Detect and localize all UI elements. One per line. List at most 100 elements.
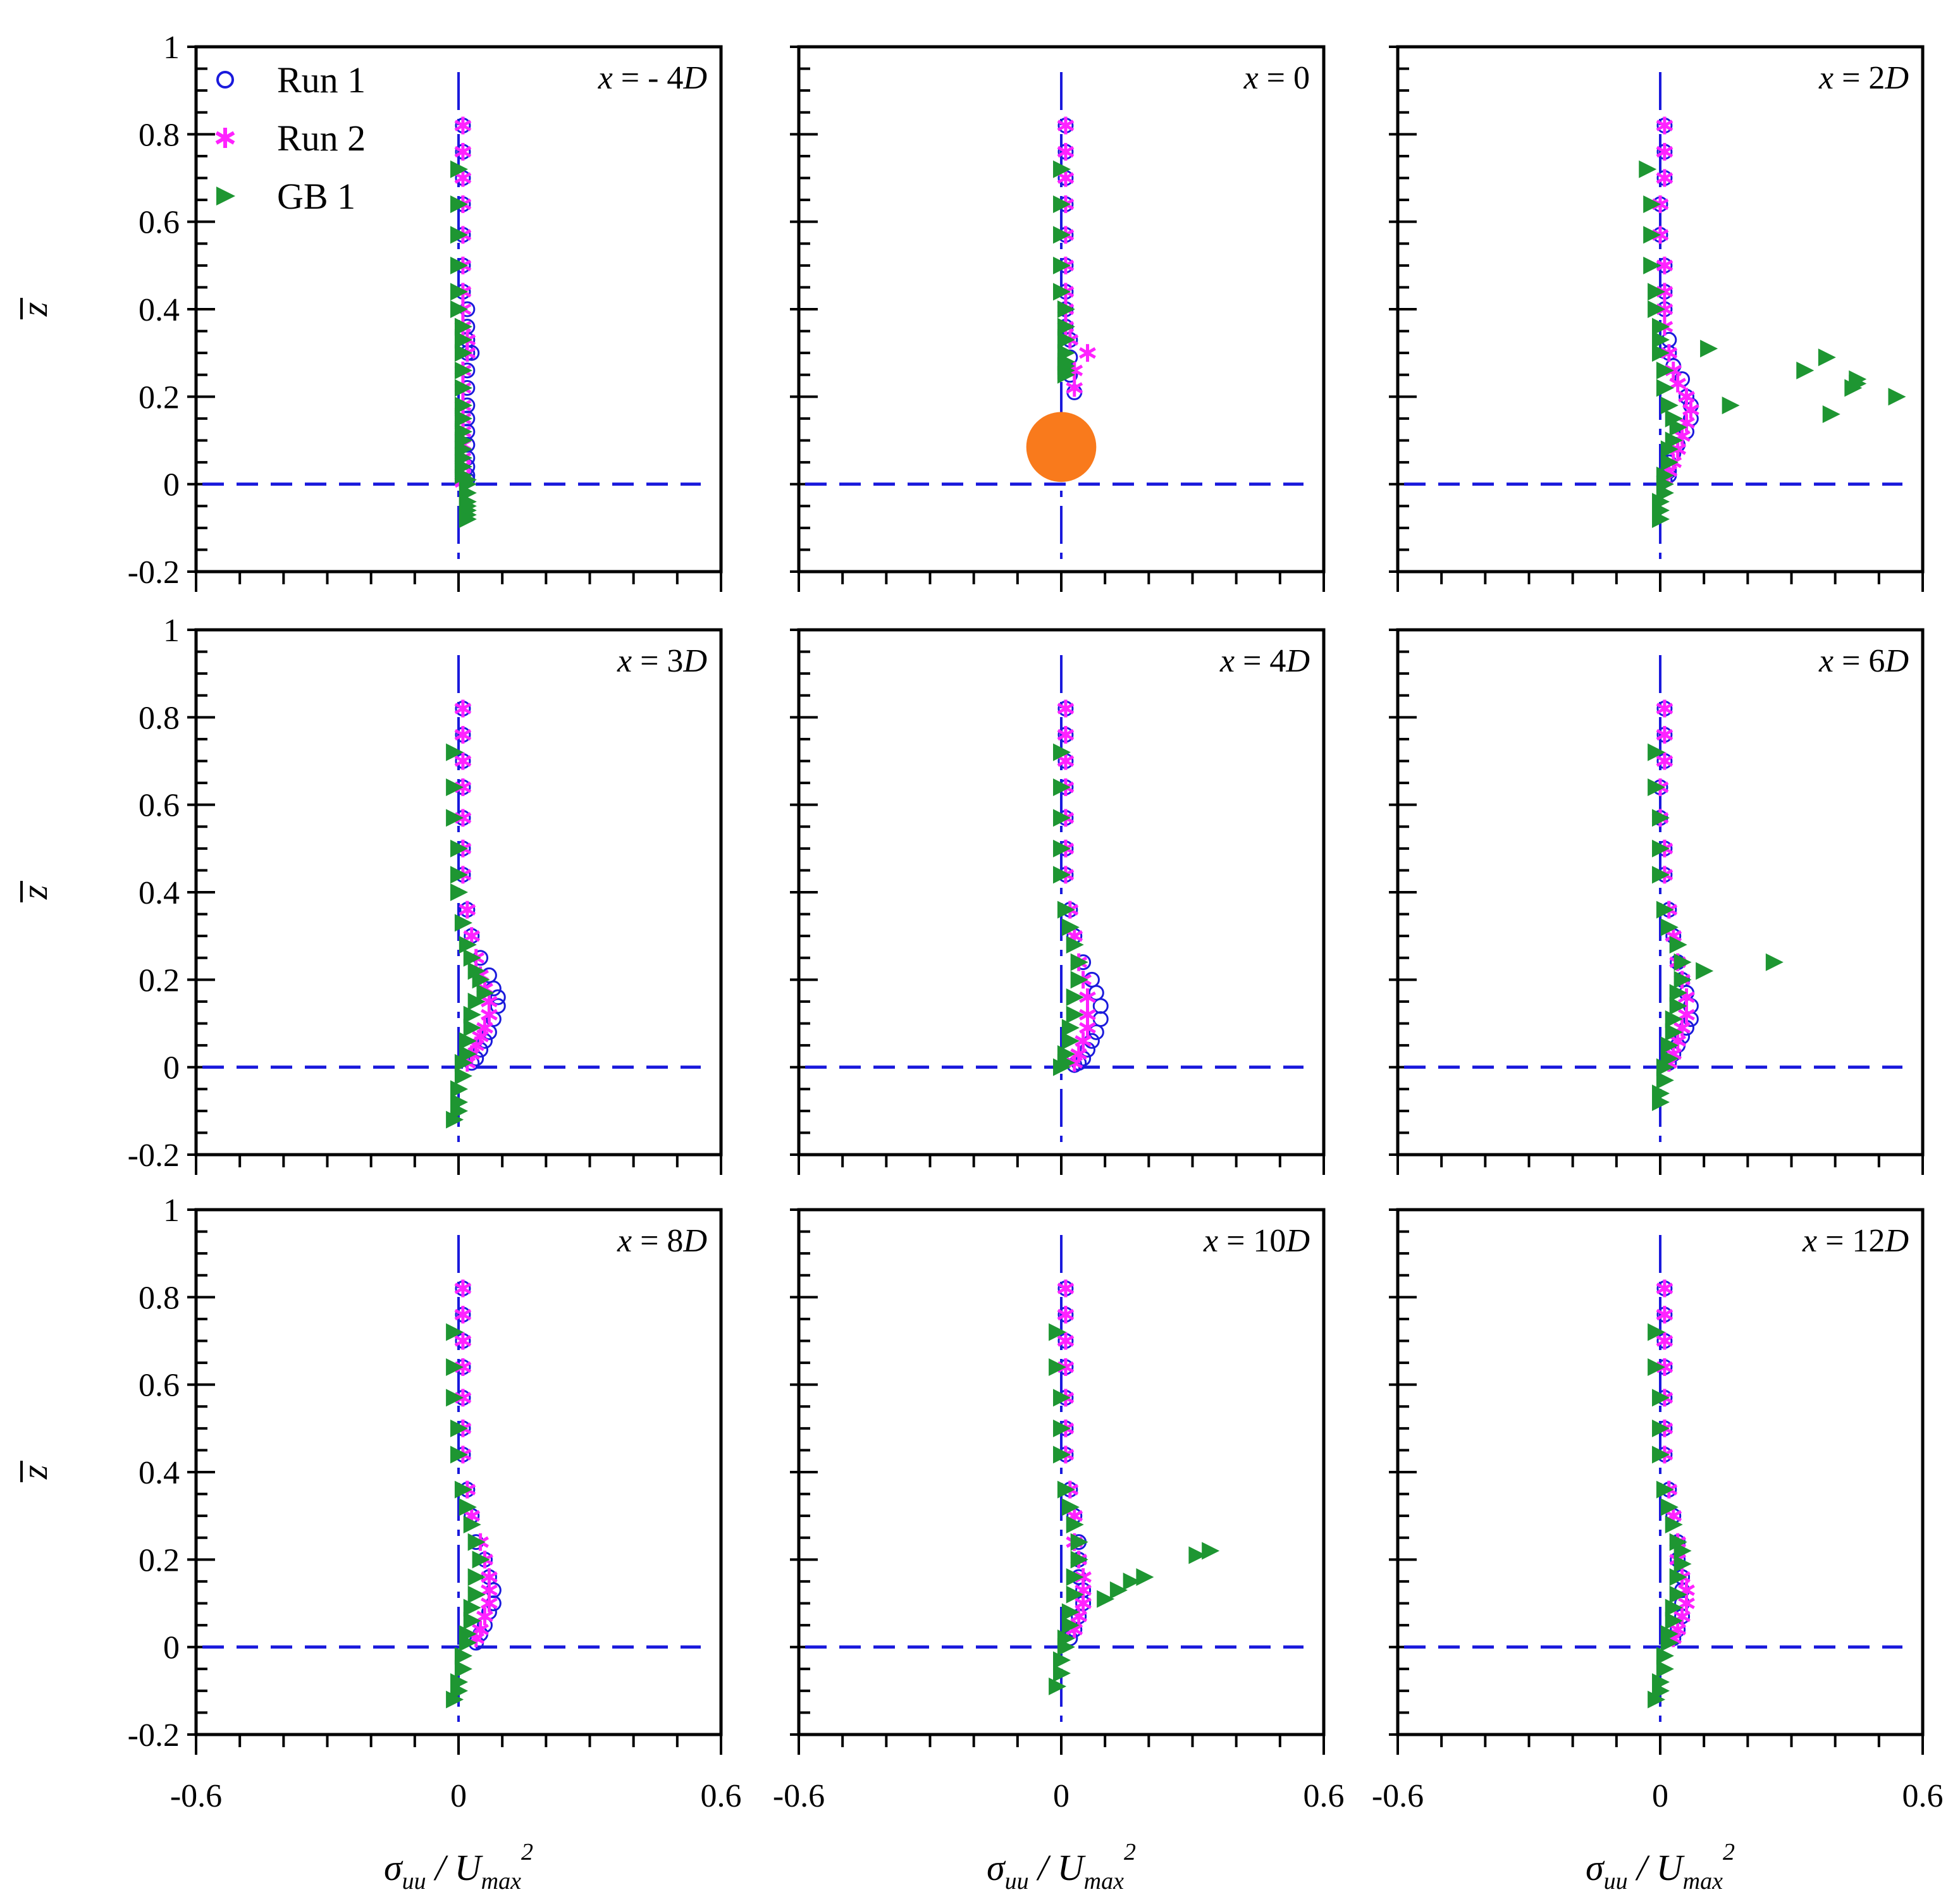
gb1-point bbox=[1053, 743, 1071, 761]
gb1-point bbox=[463, 1005, 481, 1024]
gb1-point bbox=[1097, 1590, 1115, 1608]
run2-stroke bbox=[1075, 1597, 1092, 1609]
run2-stroke bbox=[1678, 1009, 1695, 1021]
gb1-point bbox=[450, 866, 468, 884]
gb1-point bbox=[459, 510, 477, 528]
gb1-point bbox=[454, 331, 472, 349]
legend-marker-triangle bbox=[216, 187, 235, 206]
gb1-point bbox=[454, 317, 472, 336]
gb1-point bbox=[1660, 1633, 1679, 1652]
gb1-point bbox=[454, 1647, 472, 1665]
gb1-point bbox=[450, 1080, 468, 1098]
panel-label-D: D bbox=[682, 643, 707, 679]
panel-label-var: x bbox=[1243, 60, 1259, 96]
gb1-point bbox=[1660, 453, 1679, 472]
run2-stroke bbox=[1057, 145, 1075, 158]
y-tick-label: 0.4 bbox=[139, 875, 180, 911]
run2-point bbox=[1057, 699, 1075, 718]
gb1-point bbox=[1656, 1647, 1674, 1665]
run2-point bbox=[1079, 988, 1096, 1006]
axis-ticks bbox=[790, 1208, 1325, 1755]
gb1-point bbox=[1652, 331, 1670, 349]
x-tick-label: -0.6 bbox=[1372, 1778, 1424, 1814]
gb1-point bbox=[1652, 1389, 1670, 1407]
run2-stroke bbox=[1656, 1282, 1673, 1294]
run2-stroke bbox=[1057, 120, 1075, 132]
run1-point bbox=[490, 989, 506, 1005]
run2-stroke bbox=[454, 172, 472, 184]
run2-point bbox=[1057, 1332, 1075, 1350]
gb1-point bbox=[450, 883, 468, 901]
gb1-point bbox=[450, 160, 468, 178]
y-tick-label: -0.2 bbox=[128, 555, 180, 591]
panel-label-D: D bbox=[1884, 1223, 1909, 1259]
run2-stroke bbox=[1057, 703, 1075, 715]
panel-label-var: x bbox=[617, 1223, 632, 1259]
gb1-point bbox=[1057, 1638, 1075, 1656]
panel-label-eq: = - 4 bbox=[613, 60, 684, 96]
axis-ticks bbox=[187, 1208, 722, 1755]
data-markers bbox=[1049, 1279, 1220, 1695]
gb1-point bbox=[1652, 1093, 1670, 1111]
panel-label-var: x bbox=[1802, 1223, 1817, 1259]
run2-stroke bbox=[481, 995, 498, 1008]
run2-stroke bbox=[1656, 755, 1673, 767]
gb1-point bbox=[1053, 256, 1071, 274]
panel-label-var: x bbox=[1219, 643, 1235, 679]
run2-stroke bbox=[1075, 1035, 1092, 1047]
gb1-point bbox=[1669, 997, 1687, 1015]
run2-stroke bbox=[1079, 1022, 1096, 1034]
run2-point bbox=[1057, 726, 1075, 744]
x-axis-label-part: / U bbox=[426, 1847, 484, 1888]
gb1-point bbox=[467, 992, 486, 1010]
x-axis-label-part: max bbox=[1084, 1868, 1124, 1895]
run2-stroke bbox=[1057, 172, 1075, 184]
panel-label: x = 4D bbox=[1219, 643, 1310, 679]
y-tick-label: -0.2 bbox=[128, 1138, 180, 1174]
y-tick-label: 0.6 bbox=[139, 788, 180, 824]
gb1-point bbox=[467, 1533, 486, 1551]
gb1-point bbox=[1656, 1660, 1674, 1678]
x-axis-title: σuu / Umax2 bbox=[384, 1839, 533, 1895]
gb1-point bbox=[463, 1516, 481, 1533]
panel-label: x = 0 bbox=[1243, 60, 1310, 96]
gb1-point bbox=[1053, 1058, 1071, 1076]
run2-point bbox=[1057, 752, 1075, 770]
x-tick-label: 0.6 bbox=[1304, 1778, 1345, 1814]
y-tick-label: 0.6 bbox=[139, 205, 180, 241]
run2-stroke bbox=[476, 1022, 493, 1034]
x-axis-label-part: σ bbox=[1586, 1847, 1605, 1888]
gb1-point bbox=[1061, 1616, 1080, 1635]
x-axis-label-part: max bbox=[1683, 1868, 1723, 1895]
gb1-point bbox=[1669, 984, 1687, 1002]
gb1-point bbox=[1652, 839, 1670, 857]
gb1-point bbox=[454, 1067, 472, 1085]
gb1-point bbox=[1660, 396, 1679, 415]
panel-label-eq: = 2 bbox=[1834, 60, 1885, 96]
y-axis-title: z bbox=[14, 298, 55, 319]
gb1-point bbox=[1669, 1568, 1687, 1586]
run2-point bbox=[1057, 1279, 1075, 1298]
gb1-point bbox=[446, 743, 464, 761]
run2-stroke bbox=[1075, 1584, 1092, 1596]
x-tick-label: 0.6 bbox=[701, 1778, 742, 1814]
x-axis-title: σuu / Umax2 bbox=[1586, 1839, 1735, 1895]
legend-marker-circle bbox=[216, 71, 234, 89]
gb1-point bbox=[1648, 1358, 1666, 1376]
gb1-point bbox=[450, 226, 468, 244]
y-tick-label: 1 bbox=[163, 613, 180, 649]
gb1-point bbox=[1066, 1568, 1084, 1586]
legend-label: GB 1 bbox=[277, 176, 355, 217]
run2-stroke bbox=[472, 1623, 489, 1636]
run2-point bbox=[1682, 401, 1699, 419]
gb1-point bbox=[1049, 1358, 1067, 1376]
x-tick-label: -0.6 bbox=[170, 1778, 222, 1814]
y-tick-label: 0.4 bbox=[139, 1455, 180, 1491]
gb1-point bbox=[1061, 1603, 1080, 1621]
run2-stroke bbox=[1682, 403, 1699, 416]
panel-label-D: D bbox=[682, 60, 707, 96]
axis-ticks bbox=[790, 629, 1325, 1175]
gb1-point bbox=[1656, 1071, 1674, 1090]
run2-point bbox=[459, 900, 476, 919]
y-tick-label: 0.2 bbox=[139, 962, 180, 998]
